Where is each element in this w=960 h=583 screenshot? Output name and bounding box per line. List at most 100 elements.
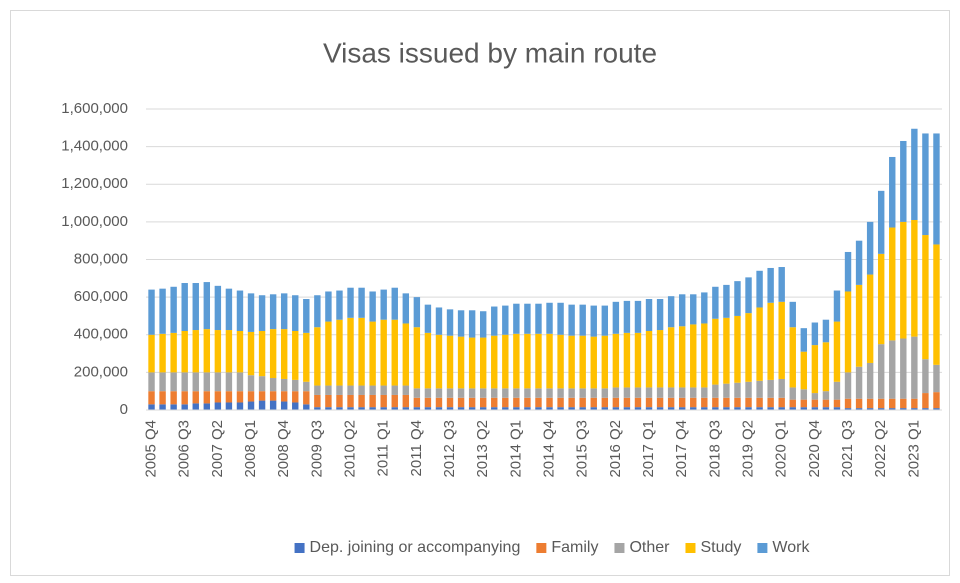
bar-segment (479, 337, 487, 389)
bar-segment (535, 407, 542, 410)
bar-segment (778, 407, 785, 410)
bar-segment (911, 336, 918, 399)
bar-segment (756, 307, 763, 381)
bar-segment (900, 408, 907, 410)
y-tick-label: 1,000,000 (61, 213, 128, 230)
bar-segment (557, 302, 564, 335)
bar-segment (546, 397, 553, 408)
bar-segment (922, 133, 929, 236)
bar-segment (325, 394, 332, 408)
legend-label: Family (551, 539, 598, 556)
bar-segment (612, 301, 620, 334)
bar-segment (767, 379, 774, 398)
bar-segment (214, 372, 222, 392)
bar-segment (889, 408, 896, 410)
bar-segment (712, 407, 719, 410)
legend-swatch (614, 543, 625, 553)
bar-segment (590, 388, 597, 398)
legend-swatch (536, 543, 547, 553)
bar-segment (479, 311, 487, 338)
bar-segment (269, 294, 277, 330)
bar-segment (457, 407, 465, 410)
bar-segment (789, 387, 796, 400)
bar-segment (900, 398, 907, 409)
bar-segment (922, 408, 929, 410)
x-tick-label: 2019 Q2 (739, 420, 756, 478)
bar-segment (690, 407, 697, 410)
bar-segment (734, 407, 741, 410)
bar-segment (822, 391, 830, 400)
bar-segment (214, 285, 222, 331)
bar-segment (557, 397, 564, 408)
bar-segment (413, 327, 421, 389)
bar-segment (623, 300, 631, 333)
x-tick-label: 2023 Q1 (905, 420, 922, 478)
bar-segment (712, 384, 719, 398)
bar-segment (258, 330, 266, 377)
bar-segment (358, 407, 365, 410)
bar-segment (236, 372, 244, 392)
bar-segment (181, 404, 188, 410)
bar-segment (280, 293, 288, 330)
bar-segment (701, 292, 708, 324)
bar-segment (844, 291, 852, 373)
bar-segment (524, 303, 531, 334)
bar-segment (833, 407, 841, 410)
bar-segment (623, 407, 631, 410)
bar-segment (292, 391, 299, 403)
bar-segment (336, 394, 343, 408)
bar-segment (435, 407, 443, 410)
bar-segment (590, 397, 597, 408)
bar-segment (502, 388, 509, 398)
bar-segment (225, 372, 233, 392)
bar-segment (789, 407, 796, 410)
bar-segment (192, 283, 199, 331)
bar-segment (369, 407, 376, 410)
bar-segment (358, 287, 365, 318)
bar-segment (413, 397, 421, 408)
bar-segment (347, 385, 354, 395)
x-tick-label: 2007 Q2 (209, 420, 226, 478)
bar-segment (358, 385, 365, 395)
bar-segment (822, 342, 830, 392)
bar-segment (866, 362, 874, 399)
bar-segment (568, 335, 575, 389)
x-tick-label: 2016 Q2 (607, 420, 624, 478)
bar-segment (756, 397, 763, 408)
bar-segment (468, 397, 476, 408)
bar-segment (911, 128, 918, 220)
bar-segment (446, 397, 454, 408)
y-tick-label: 1,400,000 (61, 138, 128, 155)
bar-segment (214, 391, 222, 403)
bar-segment (391, 287, 398, 320)
bar-segment (369, 291, 376, 322)
bar-segment (192, 391, 199, 404)
bar-segment (601, 407, 609, 410)
bar-segment (524, 333, 531, 389)
bar-segment (634, 387, 642, 398)
x-tick-label: 2009 Q3 (308, 420, 325, 478)
bar-segment (192, 372, 199, 392)
bar-segment (513, 397, 520, 408)
bar-segment (645, 397, 653, 408)
bar-segment (468, 388, 476, 398)
bar-segment (789, 327, 796, 388)
bar-segment (336, 319, 343, 386)
bar-segment (756, 270, 763, 308)
bar-segment (568, 304, 575, 336)
bar-segment (889, 227, 896, 341)
legend-swatch (294, 543, 305, 553)
bar-segment (855, 366, 863, 399)
bar-segment (535, 397, 542, 408)
bar-segment (325, 291, 332, 322)
bar-segment (822, 319, 830, 343)
bar-segment (524, 407, 531, 410)
bar-segment (844, 398, 852, 409)
bar-segment (678, 397, 686, 408)
bar-segment (645, 407, 653, 410)
bar-segment (236, 330, 244, 373)
bar-segment (269, 329, 277, 379)
bar-segment (292, 295, 299, 331)
bar-segment (325, 321, 332, 386)
